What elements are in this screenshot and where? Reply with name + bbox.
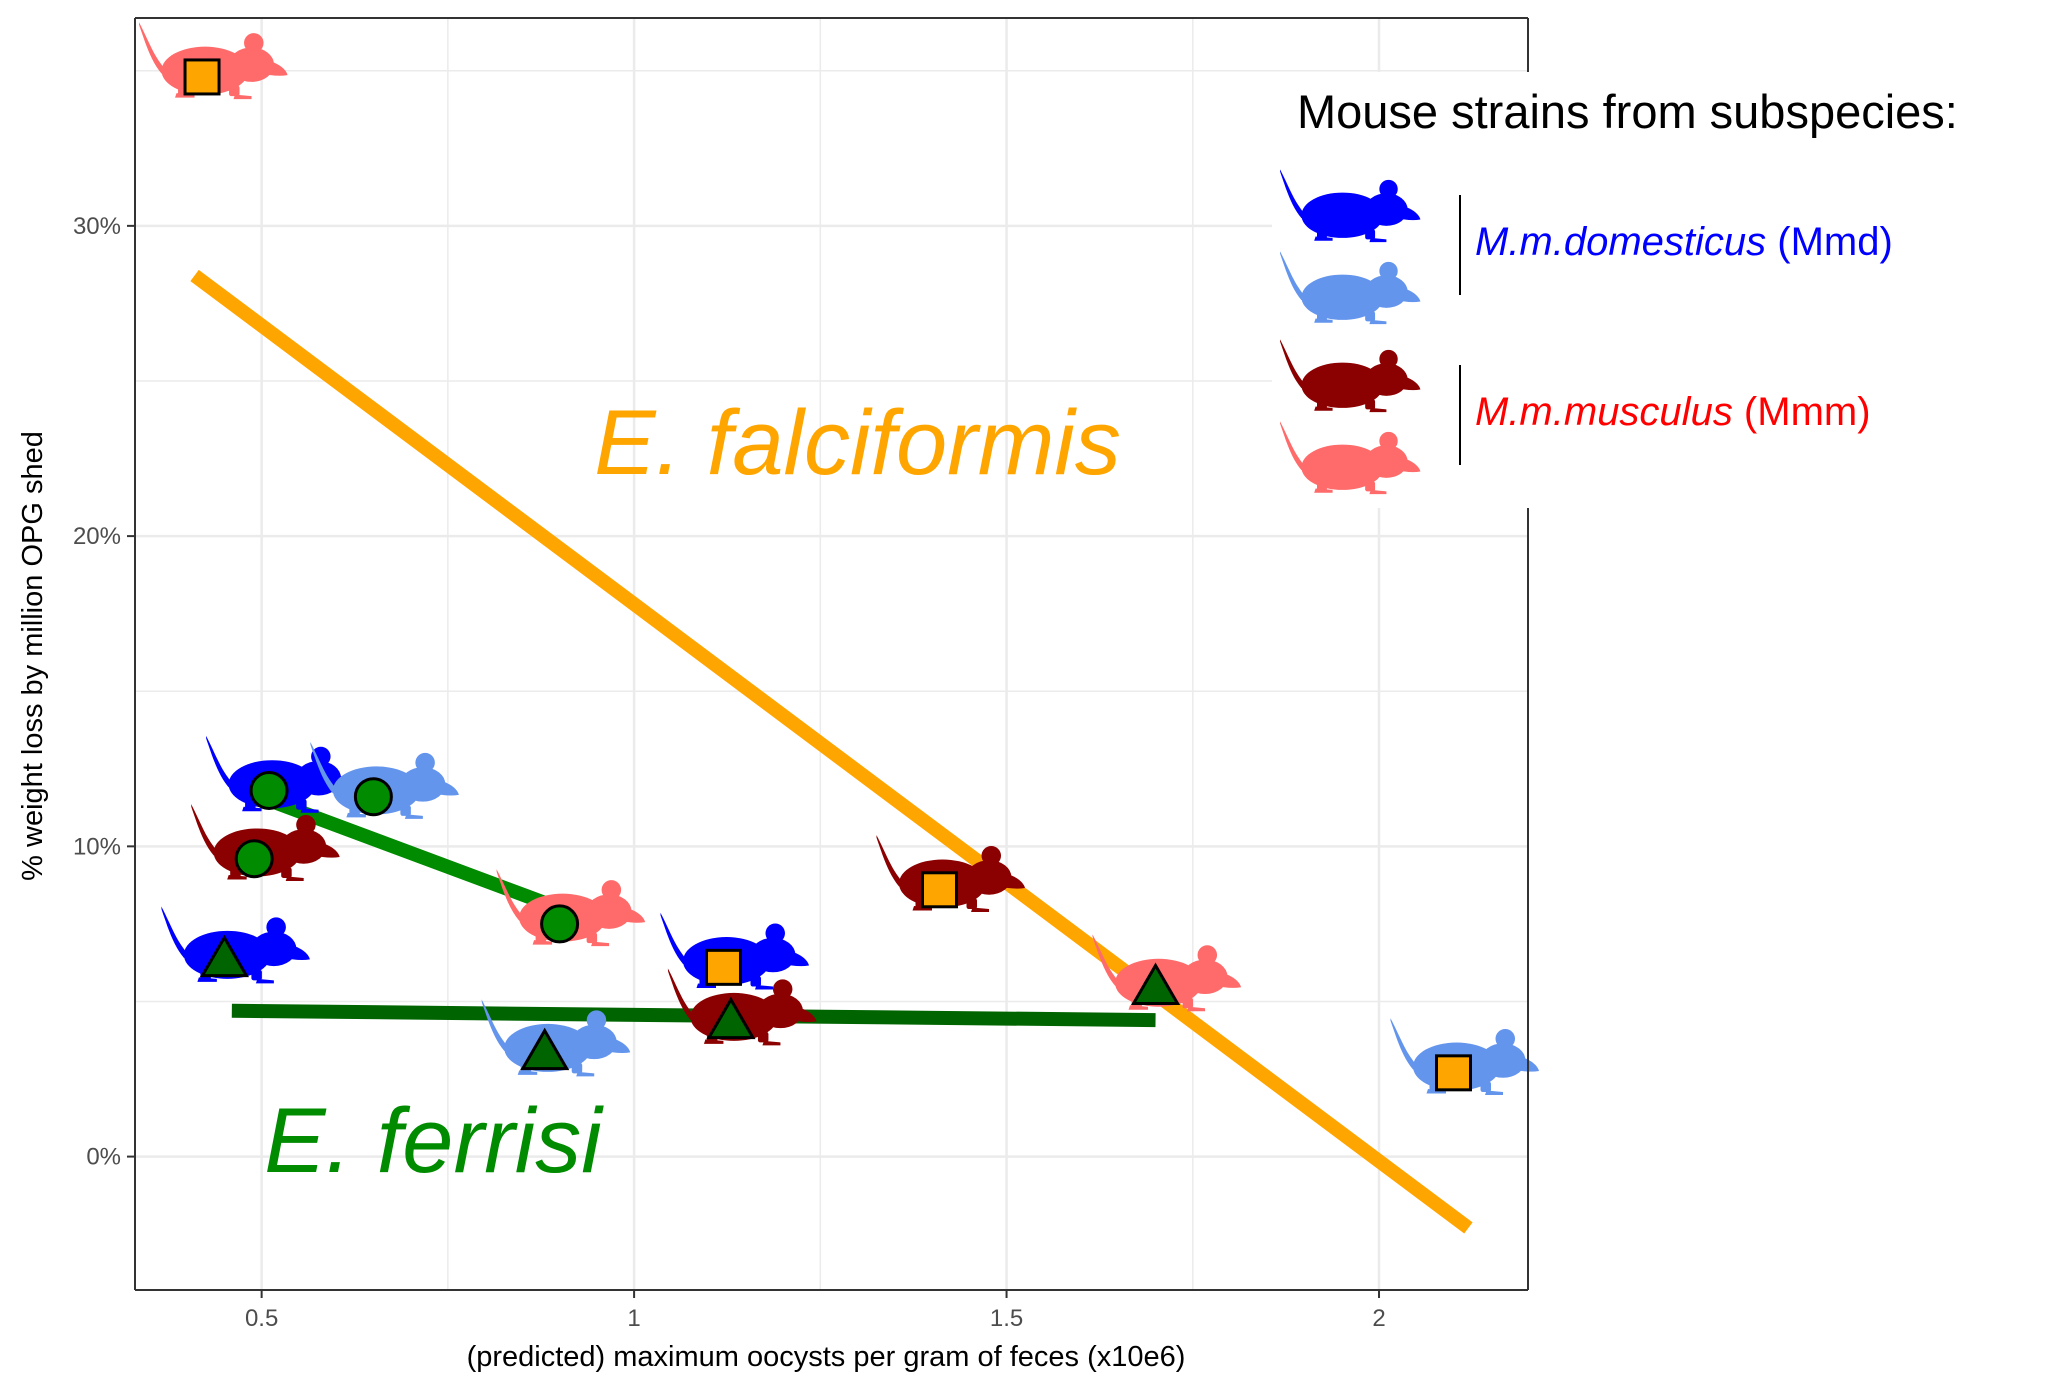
grid [135, 18, 1528, 1290]
data-point-square [704, 948, 742, 986]
data-point-circle [540, 904, 580, 944]
legend-title: Mouse strains from subspecies: [1297, 85, 1958, 138]
x-tick-label: 1.5 [990, 1305, 1023, 1332]
legend-label-species: M.m.domesticus [1475, 220, 1766, 264]
legend-label-abbrev: (Mmd) [1766, 220, 1893, 264]
x-tick-label: 0.5 [245, 1305, 278, 1332]
data-point-square [183, 58, 221, 96]
data-point-circle [234, 839, 274, 879]
data-point-circle [249, 771, 289, 811]
data-point-square [921, 871, 959, 909]
y-tick-label: 10% [73, 833, 121, 860]
legend-label-species: M.m.musculus [1475, 390, 1733, 434]
legend-label-abbrev: (Mmm) [1733, 390, 1871, 434]
legend-label: M.m.domesticus (Mmd) [1475, 220, 1893, 264]
x-tick-label: 2 [1372, 1305, 1385, 1332]
data-point-triangle [199, 934, 249, 978]
data-markers [183, 58, 1473, 1092]
data-point-circle [353, 777, 393, 817]
data-point-square [1435, 1054, 1473, 1092]
data-point-triangle [706, 996, 756, 1040]
regression-line [274, 796, 563, 915]
legend: Mouse strains from subspecies: M.m.domes… [1272, 72, 1958, 508]
species-label: E. ferrisi [264, 1090, 604, 1192]
y-tick-label: 30% [73, 213, 121, 240]
y-axis-title: % weight loss by million OPG shed [17, 431, 49, 881]
regression-line [190, 269, 1473, 1234]
annotations: E. falciformis E. ferrisi [264, 392, 1121, 1192]
legend-label: M.m.musculus (Mmm) [1475, 390, 1871, 434]
species-label: E. falciformis [594, 392, 1121, 494]
y-tick-label: 0% [86, 1144, 121, 1171]
x-tick-label: 1 [627, 1305, 640, 1332]
y-tick-label: 20% [73, 523, 121, 550]
x-axis-title: (predicted) maximum oocysts per gram of … [467, 1341, 1186, 1373]
data-point-triangle [520, 1027, 570, 1071]
axes: 0.5 1 1.5 20%10%20%30% [73, 17, 1529, 1332]
data-point-triangle [1130, 962, 1181, 1006]
